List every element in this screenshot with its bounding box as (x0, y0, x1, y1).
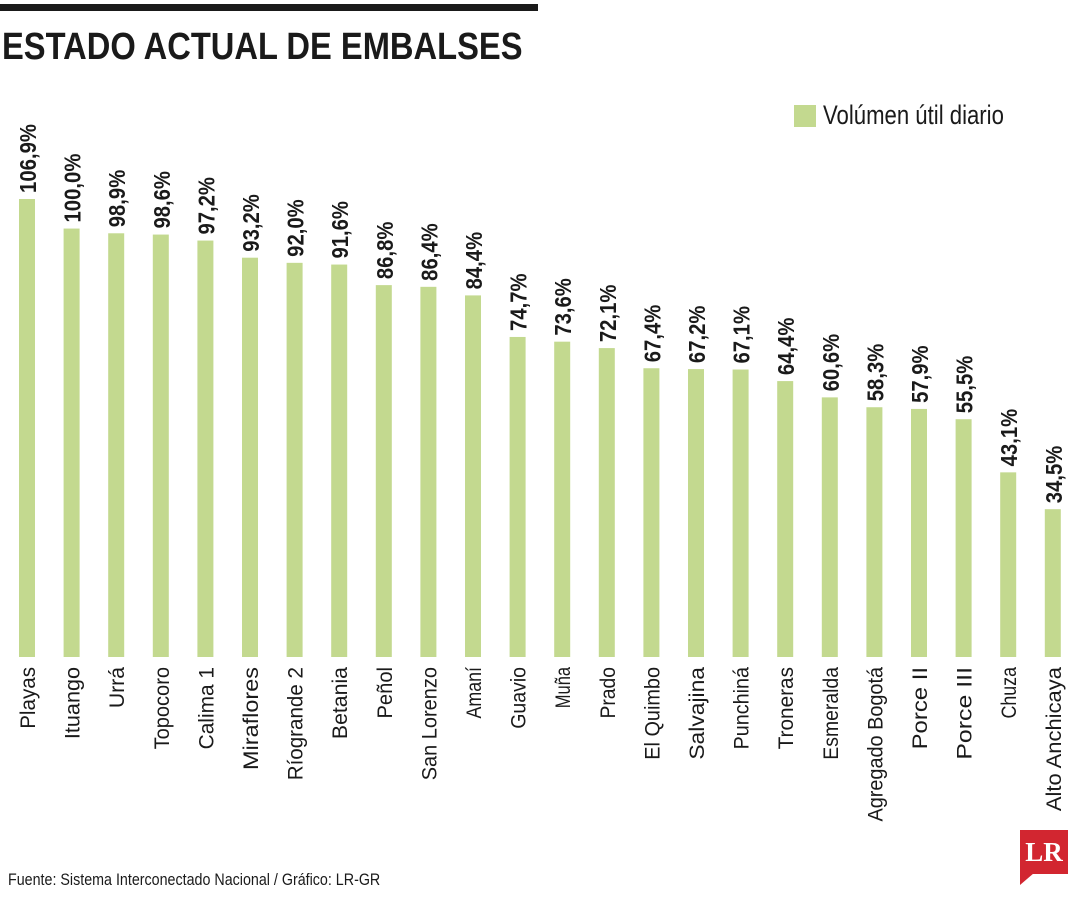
bar-8 (375, 285, 392, 657)
lr-logo: LR (1020, 830, 1068, 874)
category-label-10: Amaní (463, 667, 486, 719)
bar-19 (866, 407, 883, 657)
category-label-19: Agregado Bogotá (864, 667, 887, 822)
legend-swatch (794, 104, 817, 127)
bar-21 (955, 419, 972, 657)
category-label-15: Salvajina (686, 667, 709, 760)
value-label-19: 58,3% (862, 344, 888, 402)
bar-20 (911, 408, 927, 657)
bar-1 (63, 228, 80, 658)
bar-23 (1044, 509, 1061, 657)
lr-logo-tail (1020, 873, 1034, 885)
legend-label: Volúmen útil diario (823, 100, 1005, 130)
value-label-15: 67,2% (684, 306, 710, 364)
category-label-21: Porce III (954, 667, 977, 760)
bar-5 (242, 257, 258, 657)
value-label-18: 60,6% (818, 334, 844, 392)
bar-4 (197, 240, 214, 657)
category-label-6: Ríogrande 2 (285, 667, 308, 780)
bar-2 (108, 233, 125, 657)
bar-10 (465, 295, 481, 657)
category-label-0: Playas (17, 667, 40, 729)
bar-3 (152, 234, 169, 657)
bar-0 (19, 199, 35, 657)
bar-14 (643, 368, 660, 657)
value-label-7: 91,6% (327, 201, 353, 259)
value-label-12: 73,6% (550, 278, 576, 336)
category-label-7: Betania (329, 667, 352, 739)
bar-9 (420, 286, 437, 657)
source-note: Fuente: Sistema Interconectado Nacional … (8, 870, 381, 889)
value-label-10: 84,4% (461, 232, 487, 290)
value-label-3: 98,6% (149, 171, 175, 229)
bar-17 (777, 381, 794, 657)
value-label-4: 97,2% (193, 177, 219, 235)
value-label-9: 86,4% (416, 223, 442, 281)
bar-15 (688, 369, 704, 657)
category-label-17: Troneras (775, 667, 798, 749)
value-label-11: 74,7% (506, 273, 532, 331)
category-label-12: Muña (552, 667, 575, 708)
bar-22 (1000, 472, 1017, 657)
category-label-14: El Quimbo (641, 667, 664, 760)
category-label-23: Alto Anchicaya (1043, 667, 1066, 812)
category-label-2: Urrá (106, 667, 129, 709)
category-label-4: Calima 1 (195, 667, 218, 749)
category-label-1: Ituango (62, 667, 85, 739)
value-label-6: 92,0% (283, 199, 309, 257)
category-label-18: Esmeralda (820, 667, 843, 760)
value-label-2: 98,9% (104, 170, 130, 228)
category-label-9: San Lorenzo (418, 667, 441, 780)
category-label-3: Topocoro (151, 667, 174, 749)
value-label-5: 93,2% (238, 194, 264, 252)
category-label-11: Guavio (508, 667, 531, 729)
legend: Volúmen útil diario (794, 100, 1044, 131)
bar-12 (554, 341, 571, 657)
bar-11 (509, 336, 526, 657)
chart-title: ESTADO ACTUAL DE EMBALSES (2, 26, 523, 68)
bar-6 (286, 262, 303, 657)
value-label-1: 100,0% (60, 154, 86, 223)
bar-7 (331, 264, 348, 657)
bar-18 (821, 397, 838, 657)
bar-13 (598, 348, 615, 657)
bar-16 (732, 369, 749, 657)
value-label-0: 106,9% (15, 124, 41, 193)
category-label-16: Punchiná (731, 667, 754, 750)
value-label-22: 43,1% (996, 409, 1022, 467)
value-label-20: 57,9% (907, 345, 933, 403)
value-label-16: 67,1% (729, 306, 755, 364)
category-label-22: Chuza (998, 667, 1021, 719)
value-label-8: 86,8% (372, 222, 398, 280)
category-label-5: Miraflores (240, 667, 263, 770)
value-label-21: 55,5% (952, 356, 978, 414)
value-label-17: 64,4% (773, 318, 799, 376)
category-label-20: Porce II (909, 667, 932, 749)
value-label-14: 67,4% (639, 305, 665, 363)
category-label-8: Peñol (374, 667, 397, 719)
value-label-13: 72,1% (595, 285, 621, 343)
category-label-13: Prado (597, 667, 620, 719)
top-rule (0, 4, 538, 11)
value-label-23: 34,5% (1041, 446, 1067, 504)
